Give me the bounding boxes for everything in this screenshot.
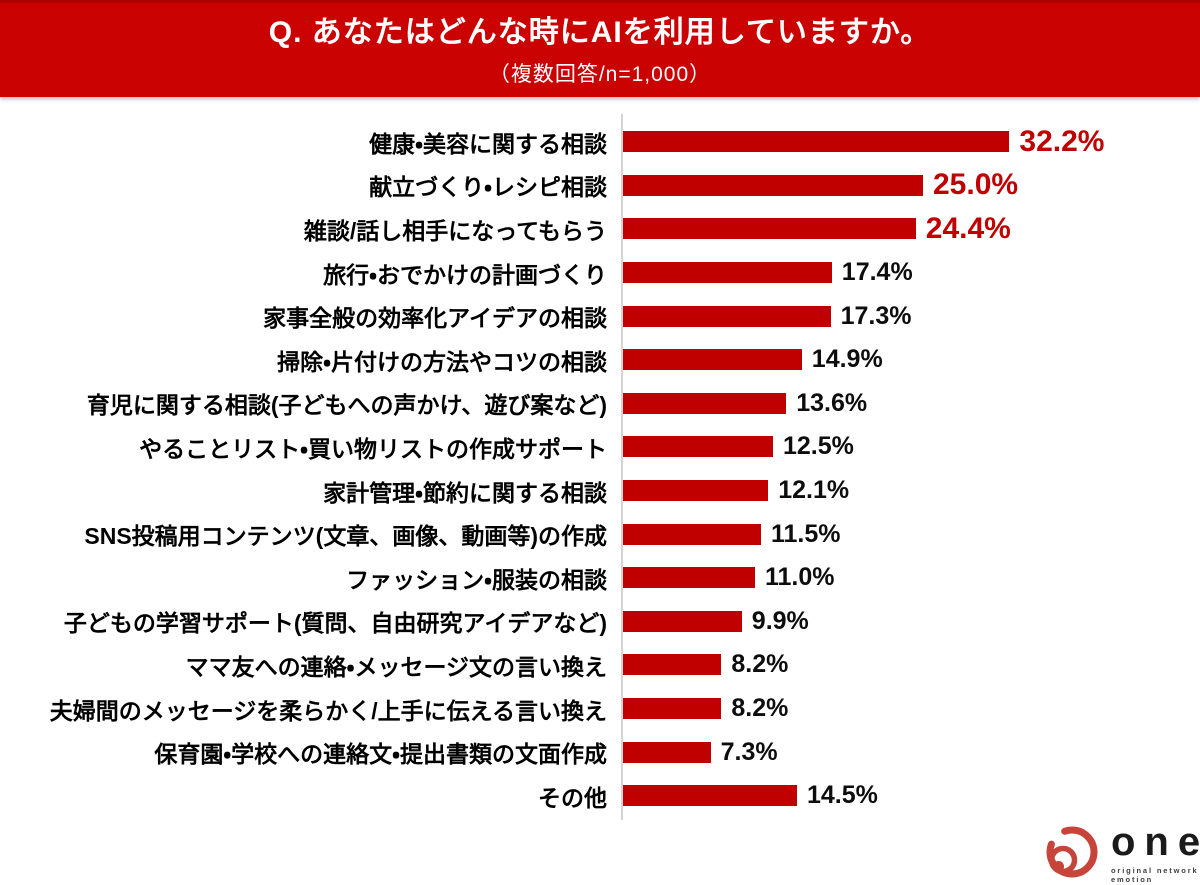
bar bbox=[623, 698, 722, 720]
category-label: 献立づくり・レシピ相談 bbox=[369, 174, 607, 201]
logo-wordmark: one bbox=[1111, 820, 1200, 864]
bar bbox=[623, 785, 797, 807]
bar bbox=[623, 262, 832, 284]
bar-row: 家計管理・節約に関する相談 12.1% bbox=[0, 469, 1200, 513]
bar bbox=[623, 305, 831, 327]
bar-row: ファッション・服装の相談 11.0% bbox=[0, 556, 1200, 600]
bar-row: 旅行・おでかけの計画づくり 17.4% bbox=[0, 251, 1200, 295]
value-label: 11.0% bbox=[765, 563, 835, 592]
bar-row: その他 14.5% bbox=[0, 774, 1200, 818]
value-label: 24.4% bbox=[925, 211, 1011, 245]
bar-row: ママ友への連絡・メッセージ文の言い換え 8.2% bbox=[0, 643, 1200, 687]
category-label: 掃除・片付けの方法やコツの相談 bbox=[277, 348, 607, 375]
value-label: 17.3% bbox=[840, 301, 912, 330]
category-label: 夫婦間のメッセージを柔らかく/上手に伝える言い換え bbox=[49, 697, 607, 724]
category-label: ママ友への連絡・メッセージ文の言い換え bbox=[185, 653, 607, 680]
bar bbox=[623, 436, 773, 458]
value-label: 7.3% bbox=[720, 737, 778, 766]
category-label: ファッション・服装の相談 bbox=[346, 566, 607, 593]
bar-row: 家事全般の効率化アイデアの相談 17.3% bbox=[0, 294, 1200, 338]
bar bbox=[623, 392, 787, 414]
bar-row: 夫婦間のメッセージを柔らかく/上手に伝える言い換え 8.2% bbox=[0, 687, 1200, 731]
y-axis-baseline bbox=[621, 114, 623, 820]
category-label: 雑談/話し相手になってもらう bbox=[303, 217, 607, 244]
category-label: 旅行・おでかけの計画づくり bbox=[323, 261, 607, 288]
bar bbox=[623, 567, 755, 589]
category-label: 育児に関する相談(子どもへの声かけ、遊び案など) bbox=[86, 392, 607, 419]
question-banner: Q. あなたはどんな時にAIを利用していますか。 （複数回答/n=1,000） bbox=[0, 0, 1200, 97]
bar bbox=[623, 349, 802, 371]
value-label: 8.2% bbox=[731, 694, 789, 723]
category-label: 家事全般の効率化アイデアの相談 bbox=[263, 305, 607, 332]
value-label: 25.0% bbox=[933, 168, 1019, 202]
bar-row: 保育園・学校への連絡文・提出書類の文面作成 7.3% bbox=[0, 730, 1200, 774]
bar-row: SNS投稿用コンテンツ(文章、画像、動画等)の作成 11.5% bbox=[0, 512, 1200, 556]
value-label: 13.6% bbox=[796, 388, 868, 417]
value-label: 12.1% bbox=[778, 476, 850, 505]
category-label: SNS投稿用コンテンツ(文章、画像、動画等)の作成 bbox=[84, 523, 607, 550]
bar-row: やることリスト・買い物リストの作成サポート 12.5% bbox=[0, 425, 1200, 469]
bar bbox=[623, 218, 916, 240]
category-label: 家計管理・節約に関する相談 bbox=[323, 479, 607, 506]
bar bbox=[623, 523, 761, 545]
bar-row: 健康・美容に関する相談 32.2% bbox=[0, 120, 1200, 164]
one-spiral-logo-icon bbox=[1046, 826, 1098, 878]
category-label: 健康・美容に関する相談 bbox=[369, 130, 607, 157]
logo-tagline: original network emotion bbox=[1111, 866, 1199, 884]
bar-row: 掃除・片付けの方法やコツの相談 14.9% bbox=[0, 338, 1200, 382]
bar-row: 献立づくり・レシピ相談 25.0% bbox=[0, 164, 1200, 208]
logo-text-block: one original network emotion bbox=[1111, 822, 1200, 884]
bar-row: 子どもの学習サポート(質問、自由研究アイデアなど) 9.9% bbox=[0, 600, 1200, 644]
category-label: その他 bbox=[538, 784, 607, 811]
bar bbox=[623, 741, 711, 763]
value-label: 9.9% bbox=[751, 606, 809, 635]
sample-size-note: （複数回答/n=1,000） bbox=[488, 63, 712, 86]
category-label: 保育園・学校への連絡文・提出書類の文面作成 bbox=[154, 741, 607, 768]
bar bbox=[623, 610, 742, 632]
bar bbox=[623, 131, 1010, 153]
value-label: 8.2% bbox=[731, 650, 789, 679]
value-label: 17.4% bbox=[841, 258, 913, 287]
value-label: 12.5% bbox=[783, 432, 854, 461]
bar bbox=[623, 174, 923, 196]
company-logo: one original network emotion bbox=[1042, 822, 1200, 884]
chart-rows: 健康・美容に関する相談 32.2% 献立づくり・レシピ相談 25.0% 雑談/話し相手に… bbox=[0, 120, 1200, 818]
value-label: 11.5% bbox=[771, 519, 841, 548]
question-title: Q. あなたはどんな時にAIを利用していますか。 bbox=[268, 16, 932, 49]
value-label: 14.9% bbox=[811, 345, 883, 374]
value-label: 14.5% bbox=[807, 781, 878, 810]
category-label: やることリスト・買い物リストの作成サポート bbox=[139, 435, 607, 462]
bar bbox=[623, 654, 722, 676]
bar-row: 雑談/話し相手になってもらう 24.4% bbox=[0, 207, 1200, 251]
value-label: 32.2% bbox=[1019, 124, 1105, 158]
bar-row: 育児に関する相談(子どもへの声かけ、遊び案など) 13.6% bbox=[0, 382, 1200, 426]
bar bbox=[623, 480, 769, 502]
category-label: 子どもの学習サポート(質問、自由研究アイデアなど) bbox=[63, 610, 607, 637]
bar-chart: 健康・美容に関する相談 32.2% 献立づくり・レシピ相談 25.0% 雑談/話し相手に… bbox=[0, 120, 1200, 818]
